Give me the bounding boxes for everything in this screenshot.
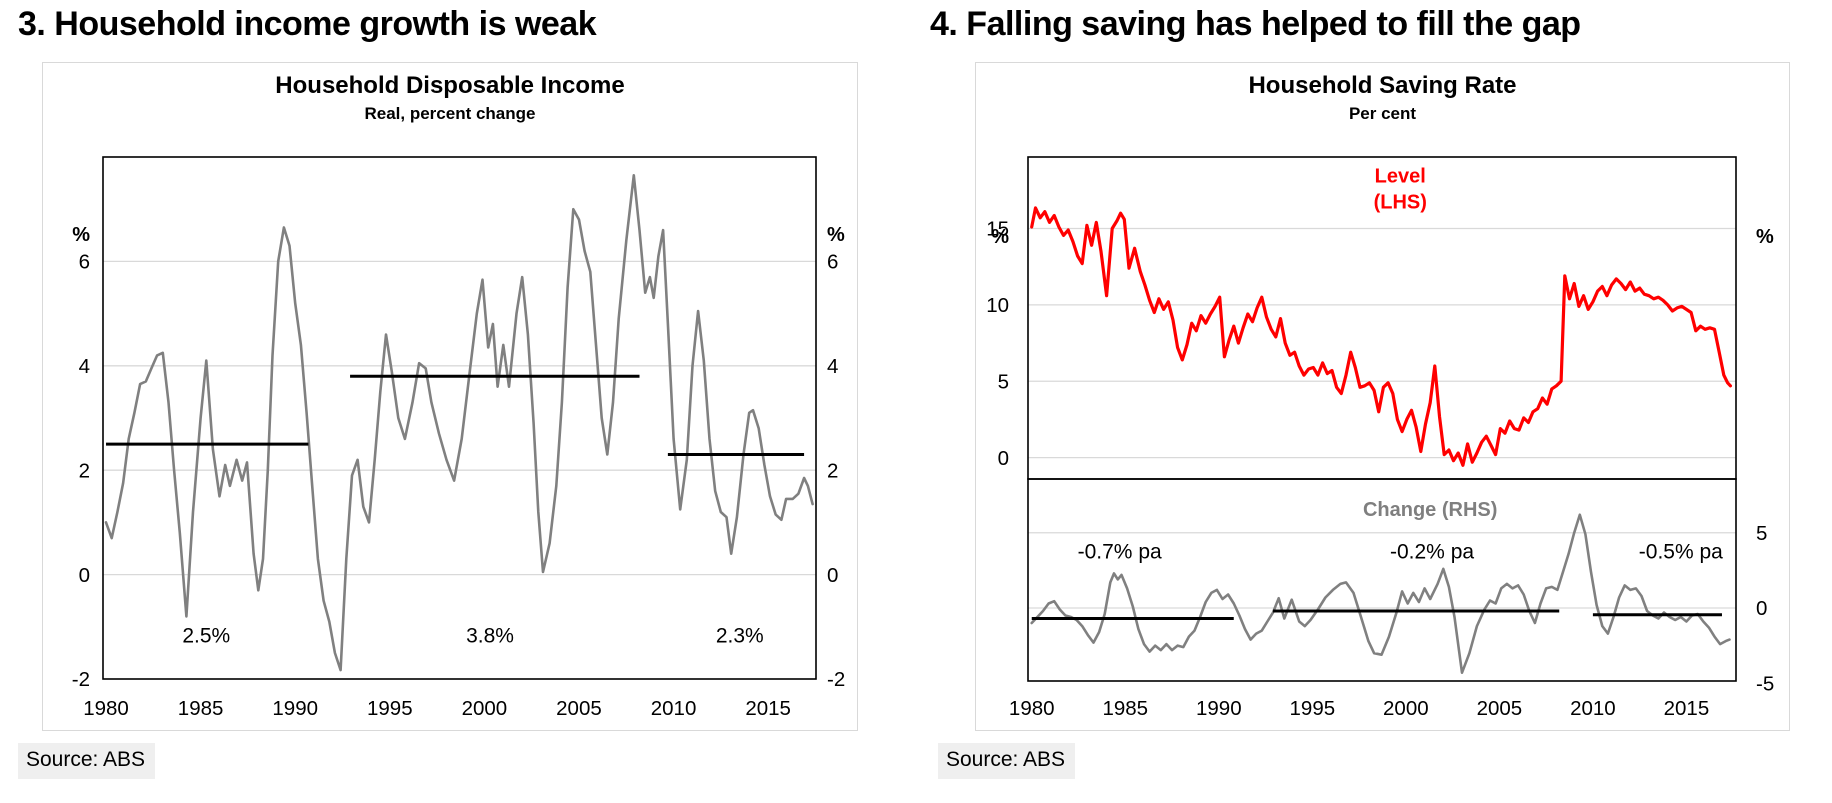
y-tick-label: 10 (986, 294, 1009, 317)
y-tick-label: 0 (998, 447, 1009, 470)
average-line-label: 3.8% (466, 624, 514, 647)
source-note-saving: Source: ABS (938, 743, 1076, 779)
y-tick-label: 0 (827, 564, 838, 587)
x-tick-label: 1990 (272, 697, 318, 720)
x-tick-label: 2005 (556, 697, 602, 720)
x-tick-label: 2005 (1477, 697, 1523, 720)
x-tick-label: 2015 (745, 697, 791, 720)
y-tick-label: 5 (998, 370, 1009, 393)
x-tick-label: 2010 (1570, 697, 1616, 720)
y-tick-label: 0 (1756, 597, 1767, 620)
average-line-label: -0.7% pa (1078, 540, 1162, 563)
plot-frame (102, 156, 817, 680)
axis-unit-label: % (827, 224, 845, 246)
y-tick-label: 5 (1756, 522, 1767, 545)
y-tick-label: 2 (827, 459, 838, 482)
y-tick-label: 6 (79, 251, 90, 274)
x-tick-label: 2010 (651, 697, 697, 720)
x-tick-label: 1995 (367, 697, 413, 720)
income-chart-plot: 2.5% 3.8% 2.3% 6 4 2 0 -2 6 4 2 0 -2 1980 1985 1990 1995… (72, 156, 845, 720)
x-tick-label: 1980 (83, 697, 129, 720)
axis-unit-label: % (72, 224, 90, 246)
y-tick-label: 4 (79, 355, 90, 378)
series-legend: (LHS) (1374, 192, 1427, 214)
series-legend: Level (1375, 166, 1426, 188)
income-chart-card: 2.5% 3.8% 2.3% 6 4 2 0 -2 6 4 2 0 -2 1980 1985 1990 1995… (42, 62, 858, 731)
y-tick-label: 0 (79, 564, 90, 587)
y-tick-label: 15 (986, 218, 1009, 241)
x-tick-label: 1985 (1102, 697, 1148, 720)
series-legend: Change (RHS) (1363, 499, 1497, 521)
chart3-heading: 3. Household income growth is weak (18, 5, 597, 43)
x-tick-label: 2000 (1383, 697, 1429, 720)
y-tick-label: -2 (72, 668, 90, 691)
average-line-label: 2.5% (182, 624, 230, 647)
y-tick-label: -5 (1756, 672, 1774, 695)
y-tick-label: -2 (827, 668, 845, 691)
axis-unit-label: % (991, 226, 1009, 248)
x-tick-label: 2015 (1664, 697, 1710, 720)
saving-chart-plot: Level (LHS) 15 10 5 0 -0.7% pa -0.2% pa -0.5% pa… (986, 156, 1774, 720)
x-tick-label: 1990 (1196, 697, 1242, 720)
income-growth-line (104, 174, 814, 672)
plot-frame (1027, 478, 1737, 682)
saving-chart-card: Level (LHS) 15 10 5 0 -0.7% pa -0.2% pa -0.5% pa… (975, 62, 1790, 731)
saving-rate-change-line (1030, 513, 1731, 675)
y-tick-label: 6 (827, 251, 838, 274)
average-line-label: 2.3% (716, 624, 764, 647)
x-tick-label: 1995 (1290, 697, 1336, 720)
saving-chart-subtitle: Per cent (1348, 104, 1417, 123)
income-chart-title: Household Disposable Income (275, 72, 625, 99)
saving-chart-title: Household Saving Rate (1248, 72, 1517, 99)
saving-rate-level-line (1030, 206, 1733, 467)
average-line-label: -0.5% pa (1639, 540, 1723, 563)
chart4-heading: 4. Falling saving has helped to fill the… (930, 5, 1581, 43)
axis-unit-label: % (1756, 226, 1774, 248)
y-tick-label: 4 (827, 355, 838, 378)
average-line-label: -0.2% pa (1390, 540, 1474, 563)
x-tick-label: 1985 (178, 697, 224, 720)
x-tick-label: 1980 (1009, 697, 1055, 720)
x-tick-label: 2000 (462, 697, 508, 720)
source-note-income: Source: ABS (18, 743, 156, 779)
income-chart-subtitle: Real, percent change (364, 104, 536, 123)
y-tick-label: 2 (79, 459, 90, 482)
